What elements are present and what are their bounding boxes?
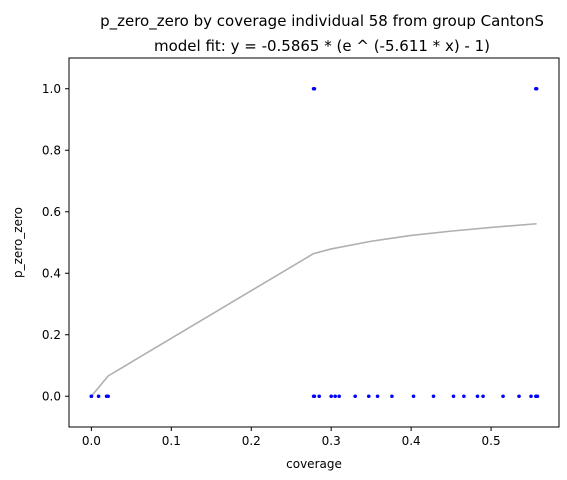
data-point bbox=[312, 394, 317, 399]
data-point bbox=[462, 394, 466, 399]
data-point bbox=[451, 394, 456, 399]
y-tick-label: 0.0 bbox=[42, 389, 61, 403]
data-point bbox=[96, 394, 101, 399]
data-point bbox=[390, 394, 394, 399]
data-point bbox=[329, 394, 333, 399]
y-tick-label: 0.2 bbox=[42, 328, 61, 342]
axes-frame bbox=[68, 57, 560, 428]
data-point bbox=[366, 394, 371, 399]
x-tick-label: 0.4 bbox=[402, 434, 421, 448]
chart-title: p_zero_zero by coverage individual 58 fr… bbox=[100, 12, 544, 31]
data-point bbox=[312, 86, 317, 91]
data-point bbox=[501, 394, 505, 399]
data-point bbox=[534, 86, 539, 91]
chart-subtitle: model fit: y = -0.5865 * (e ^ (-5.611 * … bbox=[154, 37, 490, 55]
data-point bbox=[337, 394, 341, 399]
y-tick-label: 1.0 bbox=[42, 82, 61, 96]
y-tick-label: 0.4 bbox=[42, 266, 61, 280]
data-point bbox=[317, 394, 322, 399]
data-point bbox=[89, 394, 94, 399]
data-point bbox=[106, 394, 110, 399]
data-point bbox=[535, 394, 540, 399]
data-point bbox=[375, 394, 380, 399]
data-point bbox=[475, 394, 480, 399]
x-tick-label: 0.3 bbox=[322, 434, 341, 448]
x-tick-label: 0.2 bbox=[242, 434, 261, 448]
x-tick-label: 0.0 bbox=[82, 434, 101, 448]
data-point bbox=[529, 394, 533, 399]
data-point bbox=[353, 394, 357, 399]
data-point bbox=[333, 394, 337, 399]
x-axis-label: coverage bbox=[286, 457, 342, 471]
y-tick-label: 0.6 bbox=[42, 205, 61, 219]
y-tick-label: 0.8 bbox=[42, 143, 61, 157]
plot-area bbox=[89, 86, 540, 399]
fit-line bbox=[90, 222, 537, 397]
data-point bbox=[411, 394, 416, 399]
y-axis: 0.0 0.2 0.4 0.6 0.8 1.0 bbox=[42, 82, 69, 403]
x-axis: 0.0 0.1 0.2 0.3 0.4 0.5 bbox=[82, 427, 501, 448]
data-point bbox=[481, 394, 485, 399]
data-point bbox=[517, 394, 521, 399]
data-point bbox=[431, 394, 436, 399]
y-axis-label: p_zero_zero bbox=[11, 207, 25, 278]
x-tick-label: 0.5 bbox=[482, 434, 501, 448]
x-tick-label: 0.1 bbox=[162, 434, 181, 448]
